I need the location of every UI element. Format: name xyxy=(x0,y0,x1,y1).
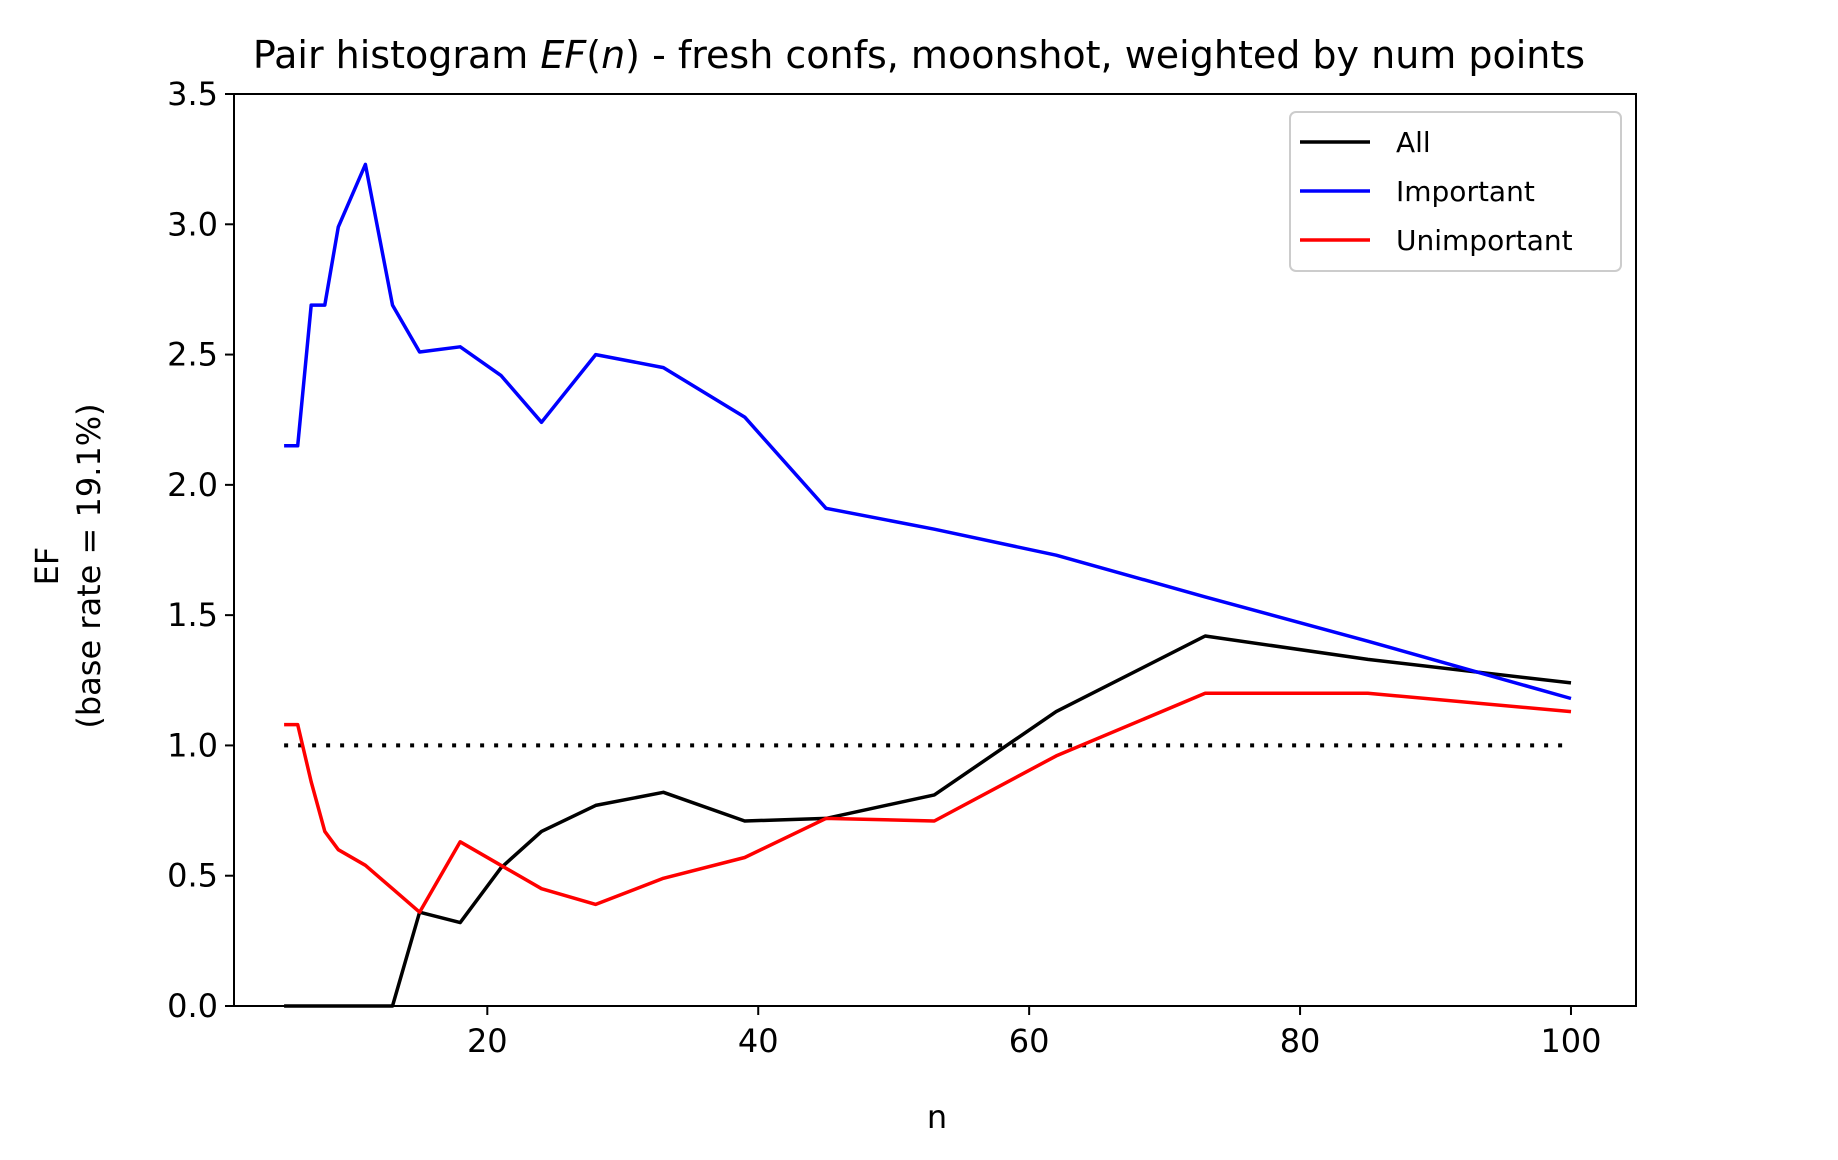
legend-label-important: Important xyxy=(1396,175,1535,208)
axes-frame xyxy=(233,93,1637,1007)
legend-items: All Important Unimportant xyxy=(1300,126,1573,257)
series-layer xyxy=(284,162,1572,1008)
y-tick-label: 2.5 xyxy=(167,336,218,374)
legend: All Important Unimportant xyxy=(1289,111,1622,272)
title-function: EF xyxy=(540,33,587,77)
plot-area xyxy=(233,93,1637,1008)
y-axis-ticks: 0.0 0.5 1.0 1.5 2.0 2.5 3.0 3.5 xyxy=(167,75,234,1025)
y-tick-label: 3.0 xyxy=(167,205,218,243)
x-tick-label: 60 xyxy=(1009,1022,1050,1060)
x-tick-label: 40 xyxy=(738,1022,779,1060)
y-axis-label-line1: EF xyxy=(28,547,66,586)
x-tick-label: 20 xyxy=(467,1022,508,1060)
x-tick-label: 100 xyxy=(1540,1022,1601,1060)
legend-label-unimportant: Unimportant xyxy=(1396,224,1573,257)
y-tick-label: 1.5 xyxy=(167,596,218,634)
x-axis-label: n xyxy=(927,1098,947,1136)
title-suffix: ) - fresh confs, moonshot, weighted by n… xyxy=(625,33,1585,77)
title-variable: n xyxy=(601,33,625,77)
y-axis-label-line2: (base rate = 19.1%) xyxy=(70,403,108,728)
x-axis-ticks: 20 40 60 80 100 xyxy=(467,1006,1602,1060)
y-tick-label: 0.5 xyxy=(167,857,218,895)
x-tick-label: 80 xyxy=(1280,1022,1321,1060)
y-tick-label: 2.0 xyxy=(167,466,218,504)
series-line-all xyxy=(284,634,1572,1008)
series-line-important xyxy=(284,162,1572,701)
title-prefix: Pair histogram xyxy=(253,33,540,77)
legend-box xyxy=(1289,111,1622,272)
y-tick-label: 3.5 xyxy=(167,75,218,113)
chart-title: Pair histogram EF(n) - fresh confs, moon… xyxy=(253,33,1585,77)
y-tick-label: 0.0 xyxy=(167,987,218,1025)
title-paren: ( xyxy=(586,33,601,77)
y-axis-label: EF (base rate = 19.1%) xyxy=(28,403,108,728)
legend-label-all: All xyxy=(1396,126,1431,159)
series-line-unimportant xyxy=(284,691,1572,914)
y-tick-label: 1.0 xyxy=(167,726,218,764)
